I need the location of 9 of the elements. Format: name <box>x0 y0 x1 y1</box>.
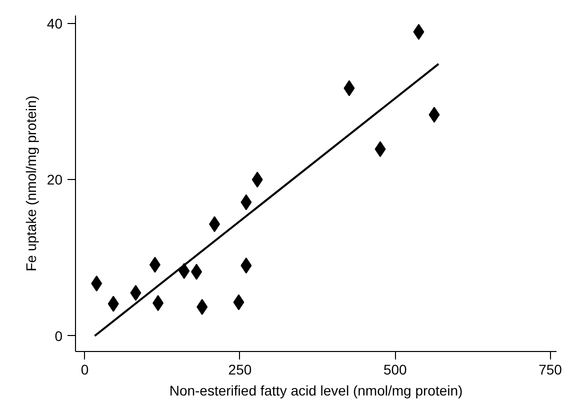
y-axis-title: Fe uptake (nmol/mg protein) <box>22 96 39 272</box>
y-tick-label: 40 <box>46 15 63 32</box>
y-tick-label: 0 <box>54 328 63 344</box>
x-tick-label: 750 <box>538 362 562 378</box>
y-tick-label: 20 <box>46 172 63 188</box>
x-tick-label: 250 <box>228 362 252 378</box>
x-tick-label: 0 <box>80 362 89 378</box>
x-tick-label: 500 <box>383 362 408 378</box>
x-axis-title: Non-esterified fatty acid level (nmol/mg protein) <box>169 382 463 398</box>
